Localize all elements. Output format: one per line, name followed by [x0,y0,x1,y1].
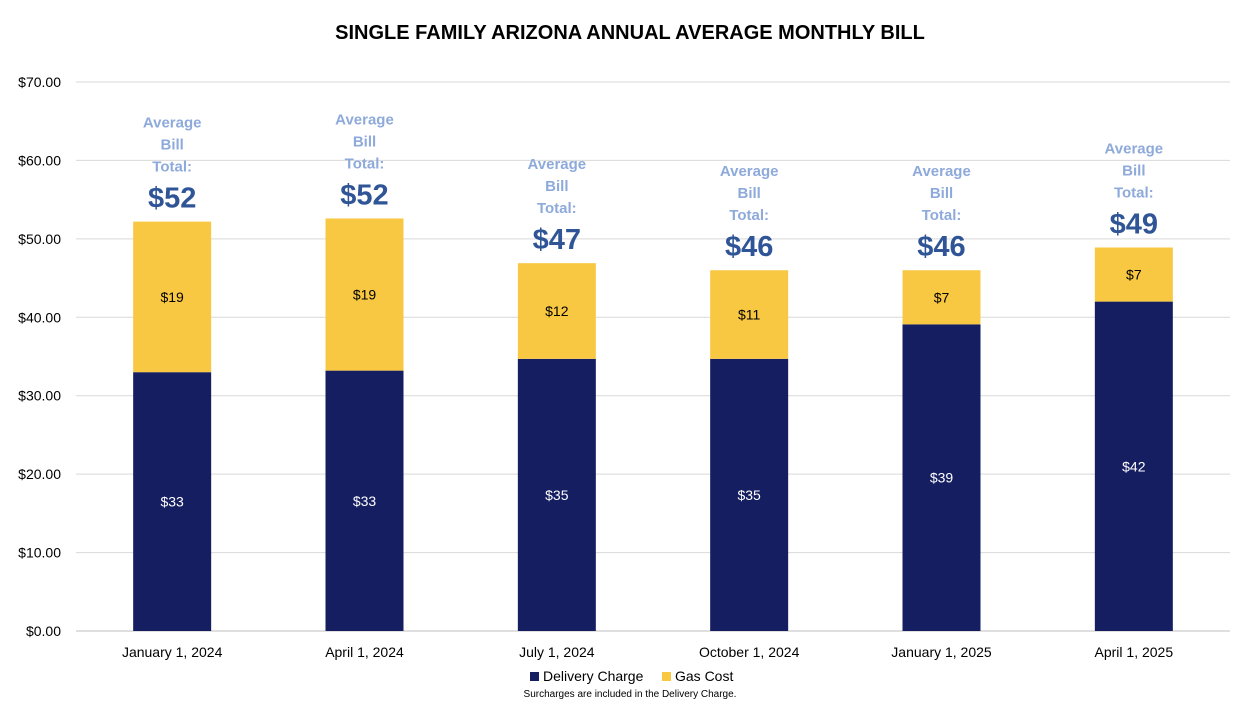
data-label: $11 [738,307,761,323]
average-bill-total: $47 [533,224,581,256]
average-bill-caption: Average [720,163,779,180]
data-label: $7 [1126,267,1142,283]
footnote: Surcharges are included in the Delivery … [524,689,737,700]
bar-segment [902,324,981,631]
average-bill-caption: Bill [1122,162,1145,179]
data-label: $7 [934,289,950,305]
bar-segment [902,270,981,325]
y-axis: $0.00 $10.00 $20.00 $30.00 $40.00 $50.00 $60.0… [18,74,61,639]
legend-swatch [530,672,539,681]
bar-segment [325,370,404,631]
x-tick-label: July 1, 2024 [519,644,595,660]
y-tick-label: $10.00 [18,545,61,561]
bar-group: $35 $12 $47 Average Bill Total: [517,156,596,631]
data-label: $39 [930,470,954,486]
average-bill-caption: Total: [922,207,962,224]
y-tick-label: $0.00 [26,623,61,639]
bar-segment [710,358,789,631]
bar-segment [1094,247,1173,302]
bar-segment [1094,301,1173,631]
average-bill-caption: Total: [345,155,385,172]
data-label: $33 [160,494,184,510]
average-bill-caption: Total: [1114,184,1154,201]
bar-segment [517,358,596,631]
average-bill-caption: Average [912,163,971,180]
x-tick-label: April 1, 2024 [325,644,404,660]
average-bill-caption: Bill [160,137,183,154]
chart-title: SINGLE FAMILY ARIZONA ANNUAL AVERAGE MON… [335,22,925,44]
y-tick-label: $20.00 [18,466,61,482]
average-bill-total: $46 [725,231,773,263]
bar-group: $39 $7 $46 Average Bill Total: [902,163,981,631]
bar-group: $42 $7 $49 Average Bill Total: [1094,140,1173,631]
y-tick-label: $40.00 [18,309,61,325]
data-label: $35 [545,487,569,503]
legend-label: Delivery Charge [543,668,644,684]
legend-label: Gas Cost [675,668,733,684]
data-label: $33 [353,493,377,509]
bar-segment [517,263,596,359]
average-bill-caption: Average [528,156,587,173]
average-bill-caption: Bill [737,185,760,202]
data-label: $12 [545,303,569,319]
y-tick-label: $50.00 [18,231,61,247]
data-label: $35 [737,487,761,503]
average-bill-caption: Total: [152,159,192,176]
bar-group: $33 $19 $52 Average Bill Total: [133,115,212,631]
bar-segment [133,221,212,373]
bar-group: $33 $19 $52 Average Bill Total: [325,111,404,631]
average-bill-total: $49 [1110,208,1158,240]
data-label: $19 [353,287,377,303]
y-tick-label: $30.00 [18,388,61,404]
average-bill-caption: Bill [353,133,376,150]
y-tick-label: $60.00 [18,152,61,168]
average-bill-caption: Bill [545,178,568,195]
x-tick-label: January 1, 2024 [122,644,223,660]
x-tick-label: October 1, 2024 [699,644,800,660]
average-bill-total: $52 [148,183,196,215]
average-bill-caption: Total: [537,200,577,217]
average-bill-total: $46 [917,231,965,263]
average-bill-caption: Total: [729,207,769,224]
legend: Delivery Charge Gas Cost [530,668,733,684]
bars: $33 $19 $52 Average Bill Total: $33 $19 $52 Avera… [133,111,1173,631]
bar-segment [325,218,404,371]
bar-group: $35 $11 $46 Average Bill Total: [710,163,789,631]
average-bill-caption: Average [1105,140,1164,157]
average-bill-caption: Bill [930,185,953,202]
bar-segment [133,372,212,631]
data-label: $42 [1122,458,1146,474]
bar-segment [710,270,789,359]
x-tick-label: January 1, 2025 [891,644,992,660]
average-bill-caption: Average [335,111,394,128]
gridlines [76,81,1230,632]
average-bill-caption: Average [143,115,202,132]
x-axis: January 1, 2024 April 1, 2024 July 1, 2024… [122,644,1173,660]
x-tick-label: April 1, 2025 [1095,644,1174,660]
y-tick-label: $70.00 [18,74,61,90]
average-bill-total: $52 [340,179,388,211]
data-label: $19 [160,289,184,305]
legend-swatch [662,672,671,681]
